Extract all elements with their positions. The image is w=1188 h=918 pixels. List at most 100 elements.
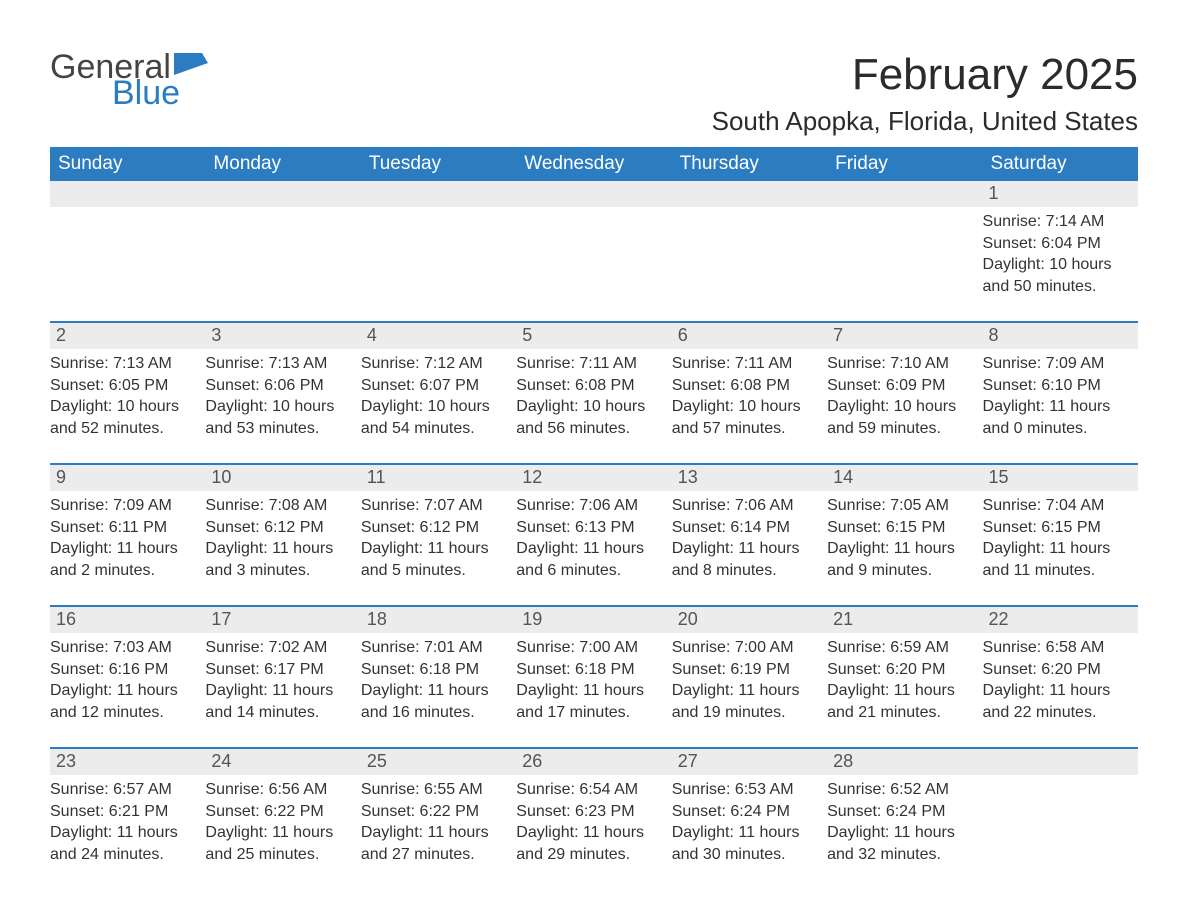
day-body: Sunrise: 7:11 AMSunset: 6:08 PMDaylight:… bbox=[672, 349, 827, 449]
day-body: Sunrise: 7:00 AMSunset: 6:18 PMDaylight:… bbox=[516, 633, 671, 733]
month-year-title: February 2025 bbox=[712, 50, 1138, 100]
sunrise-text: Sunrise: 7:11 AM bbox=[516, 353, 665, 375]
day-cell: 19Sunrise: 7:00 AMSunset: 6:18 PMDayligh… bbox=[516, 607, 671, 733]
day-body: Sunrise: 7:10 AMSunset: 6:09 PMDaylight:… bbox=[827, 349, 982, 449]
day-number: 28 bbox=[827, 749, 982, 775]
day-body bbox=[827, 207, 982, 307]
week-row: 23Sunrise: 6:57 AMSunset: 6:21 PMDayligh… bbox=[50, 747, 1138, 875]
day-body bbox=[983, 775, 1138, 875]
day-number: 19 bbox=[516, 607, 671, 633]
daylight-text: Daylight: 11 hours and 22 minutes. bbox=[983, 680, 1132, 723]
day-cell bbox=[50, 181, 205, 307]
sunset-text: Sunset: 6:21 PM bbox=[50, 801, 199, 823]
daylight-text: Daylight: 10 hours and 59 minutes. bbox=[827, 396, 976, 439]
day-cell: 6Sunrise: 7:11 AMSunset: 6:08 PMDaylight… bbox=[672, 323, 827, 449]
title-block: February 2025 South Apopka, Florida, Uni… bbox=[712, 50, 1138, 137]
day-cell bbox=[516, 181, 671, 307]
day-number bbox=[516, 181, 671, 207]
sunset-text: Sunset: 6:12 PM bbox=[205, 517, 354, 539]
day-cell: 16Sunrise: 7:03 AMSunset: 6:16 PMDayligh… bbox=[50, 607, 205, 733]
day-cell: 10Sunrise: 7:08 AMSunset: 6:12 PMDayligh… bbox=[205, 465, 360, 591]
daylight-text: Daylight: 11 hours and 5 minutes. bbox=[361, 538, 510, 581]
day-body: Sunrise: 7:13 AMSunset: 6:05 PMDaylight:… bbox=[50, 349, 205, 449]
sunrise-text: Sunrise: 6:56 AM bbox=[205, 779, 354, 801]
day-number: 18 bbox=[361, 607, 516, 633]
dow-thursday: Thursday bbox=[672, 147, 827, 181]
day-body bbox=[672, 207, 827, 307]
day-cell: 12Sunrise: 7:06 AMSunset: 6:13 PMDayligh… bbox=[516, 465, 671, 591]
day-cell: 9Sunrise: 7:09 AMSunset: 6:11 PMDaylight… bbox=[50, 465, 205, 591]
sunset-text: Sunset: 6:12 PM bbox=[361, 517, 510, 539]
dow-wednesday: Wednesday bbox=[516, 147, 671, 181]
day-body: Sunrise: 7:05 AMSunset: 6:15 PMDaylight:… bbox=[827, 491, 982, 591]
dow-saturday: Saturday bbox=[983, 147, 1138, 181]
sunset-text: Sunset: 6:10 PM bbox=[983, 375, 1132, 397]
day-body: Sunrise: 6:57 AMSunset: 6:21 PMDaylight:… bbox=[50, 775, 205, 875]
day-cell: 18Sunrise: 7:01 AMSunset: 6:18 PMDayligh… bbox=[361, 607, 516, 733]
day-cell: 25Sunrise: 6:55 AMSunset: 6:22 PMDayligh… bbox=[361, 749, 516, 875]
day-body: Sunrise: 7:13 AMSunset: 6:06 PMDaylight:… bbox=[205, 349, 360, 449]
sunset-text: Sunset: 6:15 PM bbox=[827, 517, 976, 539]
sunset-text: Sunset: 6:18 PM bbox=[516, 659, 665, 681]
day-cell: 13Sunrise: 7:06 AMSunset: 6:14 PMDayligh… bbox=[672, 465, 827, 591]
daylight-text: Daylight: 11 hours and 11 minutes. bbox=[983, 538, 1132, 581]
day-body: Sunrise: 6:54 AMSunset: 6:23 PMDaylight:… bbox=[516, 775, 671, 875]
day-number bbox=[50, 181, 205, 207]
sunset-text: Sunset: 6:14 PM bbox=[672, 517, 821, 539]
day-body bbox=[50, 207, 205, 307]
sunrise-text: Sunrise: 7:00 AM bbox=[516, 637, 665, 659]
day-body: Sunrise: 7:04 AMSunset: 6:15 PMDaylight:… bbox=[983, 491, 1138, 591]
sunrise-text: Sunrise: 7:00 AM bbox=[672, 637, 821, 659]
week-row: 1Sunrise: 7:14 AMSunset: 6:04 PMDaylight… bbox=[50, 181, 1138, 307]
day-number: 12 bbox=[516, 465, 671, 491]
sunset-text: Sunset: 6:09 PM bbox=[827, 375, 976, 397]
day-number: 5 bbox=[516, 323, 671, 349]
day-cell: 17Sunrise: 7:02 AMSunset: 6:17 PMDayligh… bbox=[205, 607, 360, 733]
day-cell: 7Sunrise: 7:10 AMSunset: 6:09 PMDaylight… bbox=[827, 323, 982, 449]
dow-friday: Friday bbox=[827, 147, 982, 181]
day-cell: 4Sunrise: 7:12 AMSunset: 6:07 PMDaylight… bbox=[361, 323, 516, 449]
day-number: 1 bbox=[983, 181, 1138, 207]
dow-sunday: Sunday bbox=[50, 147, 205, 181]
day-body: Sunrise: 7:14 AMSunset: 6:04 PMDaylight:… bbox=[983, 207, 1138, 307]
day-body: Sunrise: 6:53 AMSunset: 6:24 PMDaylight:… bbox=[672, 775, 827, 875]
sunset-text: Sunset: 6:22 PM bbox=[205, 801, 354, 823]
daylight-text: Daylight: 11 hours and 19 minutes. bbox=[672, 680, 821, 723]
daylight-text: Daylight: 11 hours and 30 minutes. bbox=[672, 822, 821, 865]
daylight-text: Daylight: 11 hours and 8 minutes. bbox=[672, 538, 821, 581]
sunrise-text: Sunrise: 7:09 AM bbox=[50, 495, 199, 517]
sunrise-text: Sunrise: 7:03 AM bbox=[50, 637, 199, 659]
day-cell: 14Sunrise: 7:05 AMSunset: 6:15 PMDayligh… bbox=[827, 465, 982, 591]
day-body: Sunrise: 7:09 AMSunset: 6:11 PMDaylight:… bbox=[50, 491, 205, 591]
sunset-text: Sunset: 6:20 PM bbox=[827, 659, 976, 681]
sunset-text: Sunset: 6:22 PM bbox=[361, 801, 510, 823]
calendar: Sunday Monday Tuesday Wednesday Thursday… bbox=[50, 147, 1138, 875]
daylight-text: Daylight: 10 hours and 52 minutes. bbox=[50, 396, 199, 439]
daylight-text: Daylight: 11 hours and 17 minutes. bbox=[516, 680, 665, 723]
day-body: Sunrise: 7:12 AMSunset: 6:07 PMDaylight:… bbox=[361, 349, 516, 449]
day-cell: 8Sunrise: 7:09 AMSunset: 6:10 PMDaylight… bbox=[983, 323, 1138, 449]
day-number: 22 bbox=[983, 607, 1138, 633]
daylight-text: Daylight: 11 hours and 12 minutes. bbox=[50, 680, 199, 723]
day-body: Sunrise: 6:59 AMSunset: 6:20 PMDaylight:… bbox=[827, 633, 982, 733]
sunrise-text: Sunrise: 6:55 AM bbox=[361, 779, 510, 801]
day-number bbox=[205, 181, 360, 207]
daylight-text: Daylight: 11 hours and 0 minutes. bbox=[983, 396, 1132, 439]
day-body: Sunrise: 6:55 AMSunset: 6:22 PMDaylight:… bbox=[361, 775, 516, 875]
day-body: Sunrise: 7:07 AMSunset: 6:12 PMDaylight:… bbox=[361, 491, 516, 591]
day-body: Sunrise: 7:01 AMSunset: 6:18 PMDaylight:… bbox=[361, 633, 516, 733]
day-cell bbox=[361, 181, 516, 307]
logo: General Blue bbox=[50, 50, 208, 110]
day-cell: 3Sunrise: 7:13 AMSunset: 6:06 PMDaylight… bbox=[205, 323, 360, 449]
daylight-text: Daylight: 10 hours and 54 minutes. bbox=[361, 396, 510, 439]
day-body: Sunrise: 6:52 AMSunset: 6:24 PMDaylight:… bbox=[827, 775, 982, 875]
week-row: 9Sunrise: 7:09 AMSunset: 6:11 PMDaylight… bbox=[50, 463, 1138, 591]
day-number: 2 bbox=[50, 323, 205, 349]
day-cell: 11Sunrise: 7:07 AMSunset: 6:12 PMDayligh… bbox=[361, 465, 516, 591]
day-number: 25 bbox=[361, 749, 516, 775]
daylight-text: Daylight: 11 hours and 14 minutes. bbox=[205, 680, 354, 723]
daylight-text: Daylight: 11 hours and 24 minutes. bbox=[50, 822, 199, 865]
day-cell bbox=[983, 749, 1138, 875]
daylight-text: Daylight: 11 hours and 3 minutes. bbox=[205, 538, 354, 581]
day-body bbox=[205, 207, 360, 307]
